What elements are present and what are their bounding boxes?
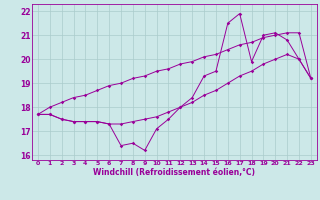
X-axis label: Windchill (Refroidissement éolien,°C): Windchill (Refroidissement éolien,°C) (93, 168, 255, 177)
